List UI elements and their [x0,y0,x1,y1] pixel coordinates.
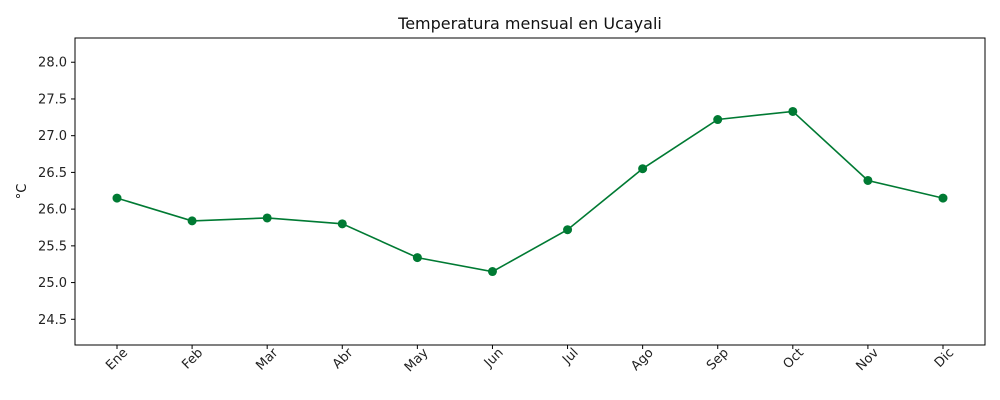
data-point [337,219,347,229]
y-tick-label: 25.0 [38,276,67,291]
data-point [638,164,648,174]
y-axis: 24.5 25.0 25.5 26.0 26.5 27.0 27.5 28.0 [38,56,75,328]
y-tick-label: 26.0 [38,203,67,218]
x-tick-label: Nov [854,345,883,374]
x-tick-label: May [402,345,432,375]
x-tick-label: Jun [481,346,507,372]
data-point [487,267,497,277]
x-tick-label: Mar [253,345,281,373]
y-tick-label: 28.0 [38,56,67,71]
chart-title: Temperatura mensual en Ucayali [397,14,662,33]
data-point [788,106,798,116]
y-axis-label: °C [15,184,30,200]
x-tick-label: Abr [330,345,357,372]
y-tick-label: 26.5 [38,166,67,181]
x-tick-label: Ene [103,346,131,374]
data-point [262,213,272,223]
series-line [116,110,944,273]
x-tick-label: Feb [179,346,206,373]
data-point [713,115,723,125]
x-tick-label: Ago [628,346,656,374]
data-point [112,193,122,203]
x-tick-label: Oct [780,346,807,373]
y-tick-label: 25.5 [38,239,67,254]
x-tick-label: Dic [932,346,957,371]
x-tick-label: Sep [704,346,732,374]
y-tick-label: 27.0 [38,129,67,144]
data-point [187,216,197,226]
y-tick-label: 27.5 [38,92,67,107]
plot-area [74,37,986,346]
data-point [863,175,873,185]
y-tick-label: 24.5 [38,313,67,328]
x-axis: Ene Feb Mar Abr May Jun Jul Ago Sep Oct Nov Dic [103,345,957,375]
series-group [112,106,948,277]
data-point [938,193,948,203]
data-point [563,225,573,235]
data-point [412,253,422,263]
x-tick-label: Jul [559,346,581,368]
